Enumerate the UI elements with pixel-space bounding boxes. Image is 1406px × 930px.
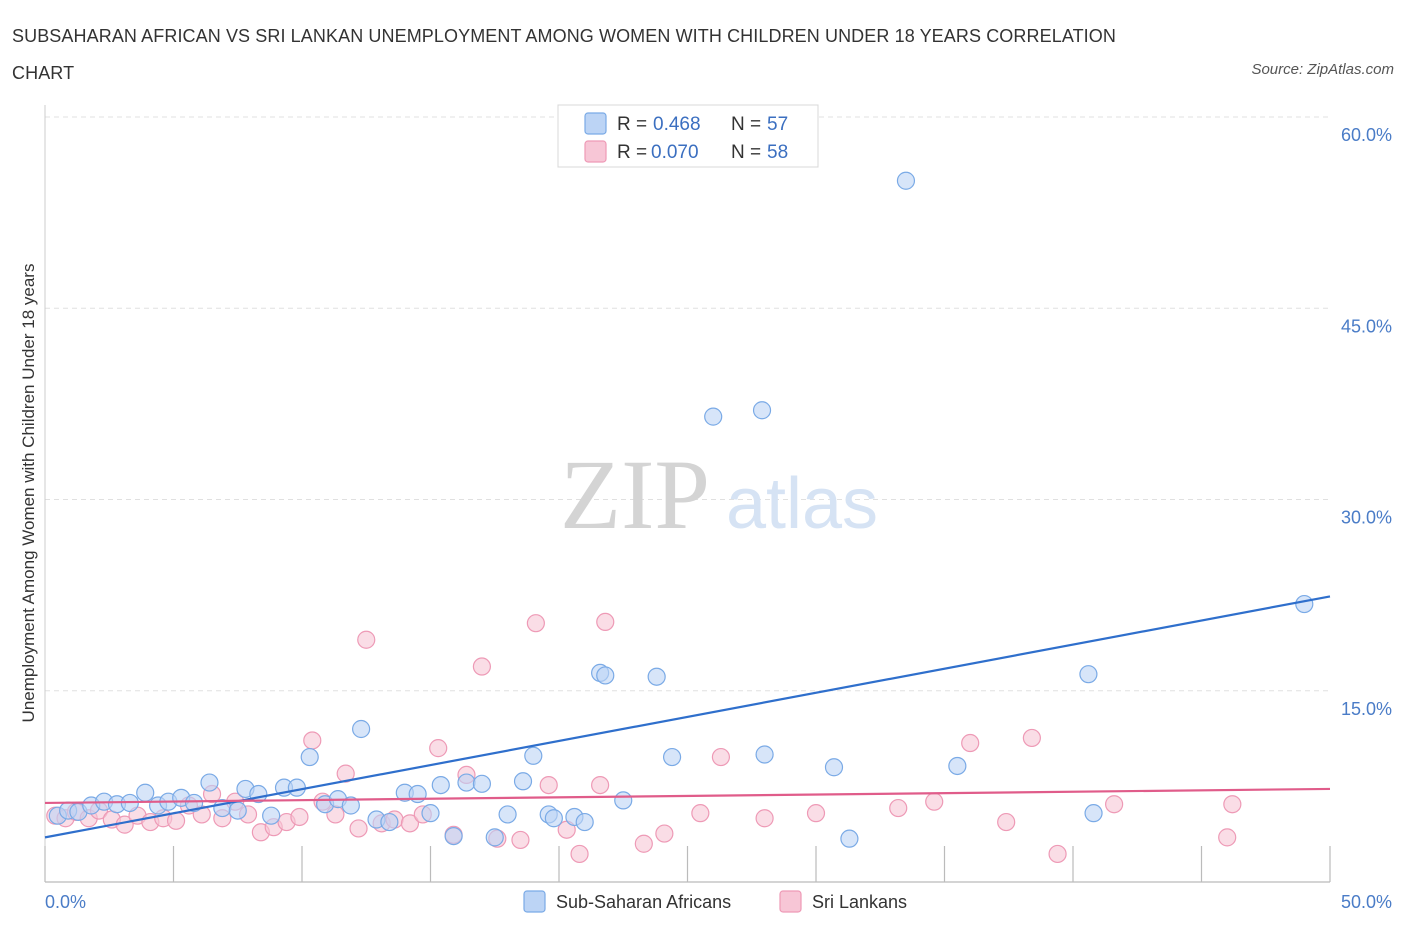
- point-1-54: [1048, 844, 1067, 864]
- point-0-11: [184, 793, 204, 813]
- x-tick-label-1: 50.0%: [1341, 892, 1392, 912]
- point-1-21: [303, 731, 322, 750]
- chart-source: Source: ZipAtlas.com: [1251, 61, 1394, 78]
- point-1-34: [472, 657, 491, 676]
- trend-lines: [44, 595, 1331, 839]
- point-0-36: [513, 772, 533, 791]
- point-1-46: [711, 747, 731, 767]
- point-0-51: [840, 829, 859, 848]
- x-tick-label-0: 0.0%: [45, 892, 86, 912]
- point-0-24: [352, 719, 371, 739]
- point-1-47: [755, 809, 774, 828]
- bottom-legend-swatch-blue: [523, 890, 546, 913]
- point-1-45: [691, 804, 710, 823]
- point-0-37: [524, 746, 543, 765]
- point-1-48: [806, 804, 826, 823]
- y-tick-label-0: 15.0%: [1341, 699, 1392, 719]
- point-1-57: [1223, 795, 1242, 814]
- point-1-41: [591, 775, 610, 795]
- y-tick-label-1: 30.0%: [1341, 508, 1392, 528]
- point-1-51: [961, 733, 980, 753]
- point-1-50: [925, 792, 944, 811]
- point-0-20: [300, 747, 319, 767]
- legend-n-value-2: 58: [767, 142, 788, 163]
- bottom-legend-swatch-pink: [779, 890, 802, 913]
- point-1-52: [997, 812, 1016, 832]
- point-0-34: [485, 828, 504, 847]
- bottom-legend: Sub-Saharan Africans Sri Lankans: [523, 890, 907, 913]
- grid-lines: [45, 116, 1330, 692]
- point-0-29: [421, 804, 440, 823]
- watermark: ZIP atlas: [560, 439, 878, 550]
- legend-n-label-2: N =: [731, 142, 761, 163]
- point-1-37: [526, 614, 545, 633]
- point-0-53: [948, 756, 967, 776]
- legend-r-label-1: R =: [617, 114, 647, 135]
- y-tick-label-3: 60.0%: [1341, 125, 1392, 145]
- point-0-12: [200, 773, 219, 792]
- point-1-55: [1105, 795, 1124, 814]
- point-0-41: [575, 812, 594, 832]
- point-1-53: [1022, 728, 1041, 748]
- point-0-55: [1084, 804, 1103, 823]
- point-1-36: [511, 830, 530, 850]
- point-0-17: [262, 806, 281, 825]
- point-0-14: [228, 801, 247, 820]
- point-0-44: [614, 791, 633, 810]
- point-0-30: [431, 775, 450, 795]
- legend-r-label-2: R =: [617, 142, 647, 163]
- tick-labels: 15.0% 30.0% 45.0% 60.0% 0.0% 50.0%: [45, 125, 1392, 912]
- point-0-32: [457, 773, 476, 792]
- point-1-26: [357, 630, 376, 649]
- legend-r-value-2: 0.070: [651, 142, 699, 163]
- point-1-40: [570, 844, 589, 864]
- legend-n-value-1: 57: [767, 114, 788, 135]
- point-0-26: [380, 812, 399, 832]
- legend-box: R = 0.468 N = 57 R = 0.070 N = 58: [557, 104, 819, 168]
- bottom-legend-label-blue: Sub-Saharan Africans: [556, 892, 731, 912]
- point-0-31: [444, 826, 463, 846]
- point-0-35: [498, 805, 517, 824]
- chart-title: SUBSAHARAN AFRICAN VS SRI LANKAN UNEMPLO…: [12, 26, 1116, 83]
- trend-line-0: [44, 595, 1331, 839]
- point-1-43: [634, 834, 653, 853]
- watermark-zip: ZIP: [560, 439, 710, 550]
- point-1-38: [539, 775, 558, 795]
- point-1-56: [1218, 828, 1237, 847]
- legend-r-value-1: 0.468: [653, 114, 701, 135]
- trend-line-1: [44, 787, 1331, 805]
- point-0-45: [647, 667, 666, 686]
- point-1-49: [889, 798, 908, 818]
- point-0-56: [1295, 594, 1314, 614]
- legend-swatch-pink: [584, 140, 607, 163]
- point-0-33: [472, 774, 491, 793]
- y-axis-label: Unemployment Among Women with Children U…: [19, 264, 38, 723]
- watermark-atlas: atlas: [726, 464, 878, 544]
- point-0-54: [1079, 665, 1098, 684]
- point-0-52: [896, 171, 916, 190]
- point-1-25: [349, 819, 368, 838]
- point-0-7: [136, 783, 155, 802]
- y-tick-label-2: 45.0%: [1341, 316, 1392, 336]
- point-0-19: [287, 778, 306, 797]
- axes: [44, 105, 1331, 883]
- point-1-42: [596, 612, 615, 632]
- point-1-24: [336, 764, 355, 783]
- point-1-20: [290, 807, 309, 827]
- legend-swatch-blue: [584, 112, 607, 135]
- point-0-39: [544, 809, 563, 828]
- point-1-44: [655, 824, 674, 843]
- point-0-48: [752, 401, 772, 420]
- point-0-49: [755, 745, 774, 764]
- point-0-43: [596, 666, 615, 685]
- bottom-legend-label-pink: Sri Lankans: [812, 892, 907, 912]
- point-1-31: [429, 739, 448, 758]
- point-0-50: [824, 758, 844, 777]
- point-0-47: [704, 407, 723, 426]
- point-0-23: [341, 796, 360, 815]
- point-1-29: [400, 814, 420, 833]
- legend-n-label-1: N =: [731, 114, 761, 135]
- point-0-46: [662, 747, 682, 767]
